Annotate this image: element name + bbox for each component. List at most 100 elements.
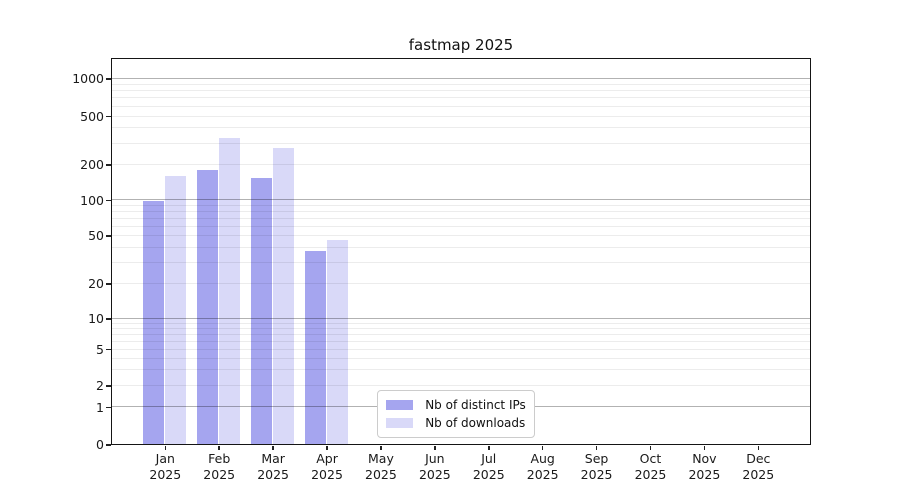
x-tickmark-may xyxy=(380,446,382,451)
x-tickmark-jul xyxy=(487,446,490,451)
legend-label-distinct-ips: Nb of distinct IPs xyxy=(425,398,526,413)
x-tick-label-jul: Jul 2025 xyxy=(457,451,521,482)
x-tick-label-oct: Oct 2025 xyxy=(618,451,682,482)
x-tick-year: 2025 xyxy=(688,466,721,482)
x-tick-label-sep: Sep 2025 xyxy=(565,451,629,482)
y-tickmark-2 xyxy=(106,385,112,387)
bar-nb-of-distinct-ips-mar xyxy=(250,178,272,445)
y-tick-label-0: 0 xyxy=(96,437,104,452)
chart-title: fastmap 2025 xyxy=(408,36,514,54)
x-tick-month: Oct xyxy=(639,451,662,466)
y-tickmark-50 xyxy=(106,235,112,237)
gridline-minor-700 xyxy=(112,97,811,99)
y-tick-label-500: 500 xyxy=(80,108,104,124)
y-tickmark-200 xyxy=(106,164,112,166)
x-tickmark-oct xyxy=(649,446,652,451)
x-tick-month: Jul xyxy=(481,451,497,466)
gridline-minor-4 xyxy=(112,357,811,359)
legend-swatch-distinct-ips xyxy=(386,400,414,411)
gridline-minor-90 xyxy=(112,205,811,207)
y-tickmark-0 xyxy=(106,444,112,446)
x-tick-label-aug: Aug 2025 xyxy=(511,451,575,482)
legend-label-downloads: Nb of downloads xyxy=(425,416,526,431)
x-tickmark-dec xyxy=(757,446,760,451)
x-tickmark-mar xyxy=(272,446,274,451)
bar-nb-of-downloads-feb xyxy=(218,138,240,445)
x-tickmark-jan xyxy=(164,446,167,451)
x-tick-year: 2025 xyxy=(634,466,667,482)
bar-nb-of-distinct-ips-jan xyxy=(142,201,164,445)
x-tickmark-feb xyxy=(218,446,220,451)
bar-nb-of-downloads-apr xyxy=(326,239,348,445)
bar-nb-of-downloads-mar xyxy=(272,148,294,445)
x-tickmark-apr xyxy=(326,446,328,451)
x-tick-label-jun: Jun 2025 xyxy=(403,451,467,482)
gridline-minor-3 xyxy=(112,369,811,371)
gridline-minor-2 xyxy=(112,385,811,387)
gridline-minor-600 xyxy=(112,105,811,107)
x-tick-year: 2025 xyxy=(580,466,613,482)
gridline-minor-60 xyxy=(112,225,811,227)
gridline-minor-9 xyxy=(112,322,811,324)
gridline-minor-7 xyxy=(112,333,811,335)
gridline-major-10 xyxy=(112,317,811,319)
gridline-minor-5 xyxy=(112,348,811,350)
y-tickmark-20 xyxy=(106,283,112,285)
bar-nb-of-downloads-jan xyxy=(164,175,186,445)
gridline-minor-6 xyxy=(112,340,811,342)
x-tick-label-may: May 2025 xyxy=(349,451,413,482)
x-tickmark-nov xyxy=(703,446,706,451)
x-tick-label-jan: Jan 2025 xyxy=(133,451,197,482)
gridline-minor-900 xyxy=(112,83,811,85)
x-tick-year: 2025 xyxy=(526,466,559,482)
y-tick-label-100: 100 xyxy=(80,192,104,208)
y-tick-label-2: 2 xyxy=(96,378,104,393)
x-tick-month: May xyxy=(368,451,394,466)
x-tick-month: Feb xyxy=(208,451,231,466)
x-tick-month: Apr xyxy=(316,451,338,466)
gridline-major-100 xyxy=(112,199,811,201)
y-tickmark-5 xyxy=(106,348,112,351)
y-tick-label-200: 200 xyxy=(80,157,104,172)
gridline-minor-800 xyxy=(112,90,811,92)
legend-item-distinct-ips: Nb of distinct IPs xyxy=(386,396,526,414)
gridline-minor-40 xyxy=(112,246,811,248)
bar-nb-of-distinct-ips-feb xyxy=(196,169,218,445)
x-tick-year: 2025 xyxy=(365,466,397,482)
y-tick-label-1000: 1000 xyxy=(72,71,104,86)
gridline-minor-50 xyxy=(112,235,811,237)
x-tick-month: Jun xyxy=(425,451,445,466)
x-tick-label-apr: Apr 2025 xyxy=(295,451,359,482)
bar-nb-of-distinct-ips-apr xyxy=(304,250,326,445)
x-tick-month: Dec xyxy=(746,451,771,466)
gridline-minor-400 xyxy=(112,127,811,129)
legend-swatch-downloads xyxy=(386,418,414,429)
x-tick-label-mar: Mar 2025 xyxy=(241,451,305,482)
x-tickmark-jun xyxy=(434,446,436,451)
x-tick-month: Jan xyxy=(155,451,175,466)
gridline-minor-80 xyxy=(112,211,811,213)
x-tick-year: 2025 xyxy=(257,466,290,482)
plot-area: Nb of distinct IPs Nb of downloads xyxy=(111,58,812,446)
x-tick-month: Nov xyxy=(692,451,717,466)
gridline-minor-70 xyxy=(112,217,811,219)
y-tickmark-10 xyxy=(106,318,112,320)
gridline-major-1000 xyxy=(112,77,811,79)
x-tick-year: 2025 xyxy=(149,466,182,482)
y-tick-label-1: 1 xyxy=(96,399,104,415)
y-tickmark-100 xyxy=(106,199,112,202)
y-tickmark-1 xyxy=(106,406,112,409)
x-tick-label-nov: Nov 2025 xyxy=(672,451,736,482)
x-tick-month: Aug xyxy=(530,451,555,466)
gridline-minor-500 xyxy=(112,115,811,117)
y-tick-label-20: 20 xyxy=(88,276,104,291)
x-tickmark-sep xyxy=(595,446,598,451)
x-tick-label-dec: Dec 2025 xyxy=(726,451,790,482)
y-tick-label-10: 10 xyxy=(88,311,104,326)
y-tickmark-1000 xyxy=(106,78,112,80)
gridline-minor-8 xyxy=(112,328,811,329)
gridline-minor-300 xyxy=(112,142,811,144)
x-tick-year: 2025 xyxy=(472,466,505,482)
legend-item-downloads: Nb of downloads xyxy=(386,414,526,432)
